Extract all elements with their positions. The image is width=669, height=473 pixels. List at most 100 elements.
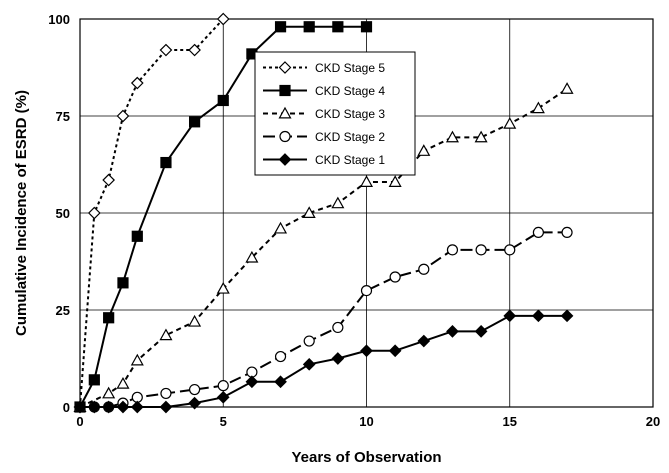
data-point: [417, 144, 431, 156]
data-point: [159, 400, 173, 414]
data-point: [102, 400, 115, 414]
data-point: [302, 357, 316, 371]
data-point: [445, 130, 459, 143]
data-point: [504, 244, 516, 256]
series-ckd-stage-1: [73, 309, 574, 414]
data-point: [160, 387, 172, 400]
data-point: [103, 312, 115, 324]
data-point: [303, 21, 315, 33]
legend-item: CKD Stage 4: [263, 84, 385, 98]
legend-marker: [279, 130, 291, 143]
data-point: [274, 221, 288, 234]
y-axis-title: Cumulative Incidence of ESRD (%): [13, 90, 30, 336]
data-point: [388, 175, 402, 187]
data-point: [216, 390, 230, 404]
legend-label: CKD Stage 4: [315, 84, 385, 98]
data-point: [446, 244, 459, 256]
legend-label: CKD Stage 5: [315, 61, 385, 75]
data-point: [531, 101, 545, 114]
legend-marker: [278, 61, 292, 74]
legend-label: CKD Stage 2: [315, 130, 385, 144]
series-line: [80, 231, 568, 408]
data-point: [188, 314, 202, 327]
series-ckd-stage-4: [74, 21, 373, 413]
data-point: [360, 21, 373, 33]
data-point: [331, 196, 345, 209]
legend-item: CKD Stage 3: [263, 106, 385, 121]
data-point: [560, 82, 574, 94]
y-tick-label: 75: [56, 109, 70, 124]
legend-marker: [278, 106, 292, 119]
legend-item: CKD Stage 2: [263, 130, 385, 144]
data-point: [131, 230, 143, 242]
data-point: [360, 344, 373, 358]
data-point: [88, 374, 100, 386]
x-tick-label: 10: [359, 414, 373, 429]
legend-item: CKD Stage 1: [263, 153, 385, 167]
data-point: [388, 344, 402, 358]
y-tick-label: 50: [56, 206, 70, 221]
data-point: [274, 21, 287, 33]
series-line: [79, 18, 224, 408]
x-axis-title: Years of Observation: [291, 449, 441, 466]
data-point: [102, 173, 115, 187]
x-tick-label: 20: [646, 414, 660, 429]
data-point: [188, 396, 201, 410]
data-point: [159, 43, 173, 57]
data-point: [475, 244, 487, 256]
data-point: [360, 285, 373, 297]
data-point: [418, 263, 430, 275]
data-point: [130, 400, 144, 414]
data-point: [130, 76, 144, 90]
data-point: [116, 376, 130, 389]
legend-marker: [278, 153, 292, 166]
series-layer: [73, 12, 574, 414]
data-point: [216, 12, 230, 26]
data-point: [102, 386, 116, 399]
plot-frame: [79, 18, 654, 408]
data-point: [217, 380, 229, 392]
data-point: [332, 321, 344, 334]
data-point: [87, 400, 101, 414]
series-line: [80, 314, 568, 408]
data-point: [130, 353, 144, 366]
data-point: [532, 309, 545, 323]
data-point: [189, 383, 201, 396]
legend-label: CKD Stage 1: [315, 153, 385, 167]
y-tick-label: 0: [63, 400, 70, 415]
x-tick-label: 0: [76, 414, 83, 429]
data-point: [359, 175, 374, 187]
data-point: [503, 309, 517, 323]
data-point: [274, 350, 287, 363]
data-point: [116, 400, 130, 414]
data-point: [73, 400, 87, 414]
legend-items: CKD Stage 5 CKD Stage 4 CKD Stage 3 CKD Sta…: [263, 61, 385, 167]
data-point: [159, 328, 173, 341]
data-point: [160, 156, 172, 169]
x-tick-label: 5: [220, 414, 227, 429]
data-point: [116, 109, 130, 123]
data-point: [560, 309, 574, 323]
data-point: [245, 375, 259, 389]
series-ckd-stage-3: [73, 82, 574, 412]
series-ckd-stage-2: [74, 226, 573, 413]
data-point: [446, 324, 459, 338]
data-point: [217, 94, 229, 107]
data-point: [389, 271, 401, 283]
data-point: [189, 116, 201, 128]
legend-marker: [279, 84, 291, 97]
legend: CKD Stage 5 CKD Stage 4 CKD Stage 3 CKD Sta…: [254, 51, 416, 176]
data-point: [503, 117, 517, 129]
tick-labels: 0 5 10 15 20 0 25 50 75 100: [48, 12, 660, 429]
x-tick-label: 15: [503, 414, 517, 429]
legend-item: CKD Stage 5: [263, 61, 385, 75]
data-point: [417, 334, 431, 348]
data-point: [561, 226, 573, 238]
data-point: [474, 324, 488, 338]
data-point: [303, 335, 315, 347]
data-point: [474, 130, 488, 143]
y-tick-label: 100: [48, 12, 70, 27]
y-tick-label: 25: [56, 303, 70, 318]
data-point: [532, 226, 545, 238]
